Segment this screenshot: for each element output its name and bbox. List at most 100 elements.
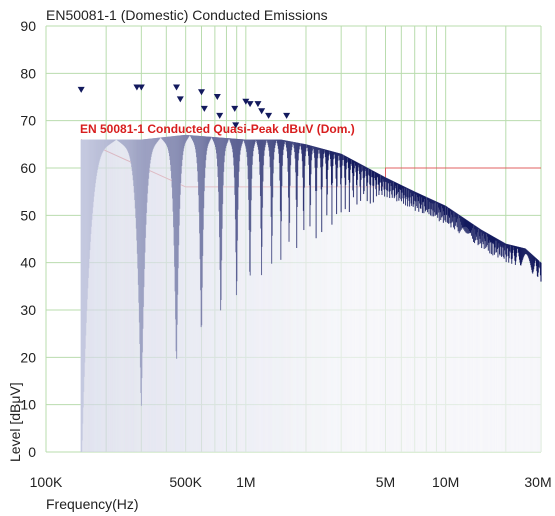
spectrum-fill [501,241,503,452]
spectrum-fill [191,135,193,453]
spectrum-fill [369,169,371,452]
spectrum-fill [498,239,500,452]
spectrum-fill [437,202,440,452]
spectrum-fill [104,139,106,452]
spectrum-fill [441,204,443,452]
spectrum-fill [185,134,187,452]
spectrum-fill [435,201,437,452]
spectrum-fill [202,136,204,452]
spectrum-fill [256,139,258,452]
spectrum-fill [164,137,166,453]
spectrum-fill [231,138,233,452]
spectrum-fill [222,137,224,453]
spectrum-fill [485,232,487,452]
spectrum-fill [210,136,212,453]
spectrum-fill [376,172,378,452]
spectrum-fill [294,142,296,452]
spectrum-fill [337,152,339,452]
spectrum-fill [144,139,146,453]
spectrum-fill [237,138,239,452]
spectrum-fill [88,139,90,452]
spectrum-fill [398,183,400,452]
spectrum-fill [488,234,490,452]
spectrum-fill [177,135,179,452]
spectrum-fill [505,243,507,452]
spectrum-fill [533,256,535,452]
spectrum-fill [371,170,373,452]
spectrum-fill [481,230,483,452]
spectrum-fill [294,142,296,452]
spectrum-fill [337,152,339,452]
spectrum-fill [193,135,195,452]
spectrum-fill [114,139,116,452]
spectrum-fill [153,138,155,452]
spectrum-fill [342,154,344,452]
spectrum-fill [405,187,407,453]
peak-marker [173,84,181,91]
spectrum-fill [431,199,433,452]
spectrum-fill [500,240,502,452]
spectrum-fill [386,178,388,452]
spectrum-fill [257,139,259,452]
spectrum-fill [291,141,293,452]
spectrum-fill [364,166,366,452]
spectrum-fill [362,165,364,452]
spectrum-fill [359,163,361,453]
spectrum-fill [425,196,427,452]
spectrum-fill [461,216,463,452]
spectrum-fill [136,139,139,452]
spectrum-fill [478,228,480,452]
spectrum-fill [98,139,100,452]
spectrum-fill [232,138,234,452]
spectrum-fill [115,139,117,452]
spectrum-fill [332,151,334,452]
spectrum-fill [186,134,188,452]
spectrum-fill [212,136,214,452]
spectrum-fill [335,152,337,452]
spectrum-fill [339,153,341,453]
spectrum-fill [329,150,331,453]
spectrum-fill [229,138,231,453]
spectrum-fill [455,212,457,452]
spectrum-fill [468,221,470,452]
spectrum-fill [171,136,173,453]
spectrum-fill [426,197,428,452]
spectrum-fill [361,164,363,452]
y-tick-label: 0 [28,444,36,460]
spectrum-fill [297,142,300,452]
spectrum-fill [308,145,310,453]
spectrum-fill [404,186,406,453]
spectrum-fill [93,139,95,452]
spectrum-fill [211,136,213,452]
spectrum-fill [318,147,320,453]
spectrum-fill [345,156,348,453]
spectrum-fill [266,139,268,452]
spectrum-fill [466,220,468,452]
spectrum-fill [248,139,250,452]
spectrum-fill [472,224,474,452]
spectrum-fill [181,135,184,452]
spectrum-fill [471,223,473,452]
spectrum-fill [372,170,374,452]
spectrum-fill [506,244,508,452]
spectrum-fill [269,139,271,452]
spectrum-fill [326,149,328,452]
spectrum-fill [514,245,516,452]
spectrum-fill [278,139,280,452]
spectrum-fill [116,139,118,452]
spectrum-fill [457,213,459,452]
spectrum-fill [90,139,92,452]
spectrum-fill [419,193,421,453]
spectrum-fill [169,136,171,453]
spectrum-fill [211,136,213,452]
spectrum-fill [169,136,171,452]
spectrum-fill [147,138,149,452]
x-tick-label: 10M [432,474,459,490]
spectrum-fill [301,143,303,453]
spectrum-fill [305,144,307,452]
spectrum-fill [106,139,108,452]
spectrum-fill [457,214,459,452]
spectrum-fill [285,140,287,453]
spectrum-fill [463,218,465,452]
spectrum-fill [287,140,289,452]
